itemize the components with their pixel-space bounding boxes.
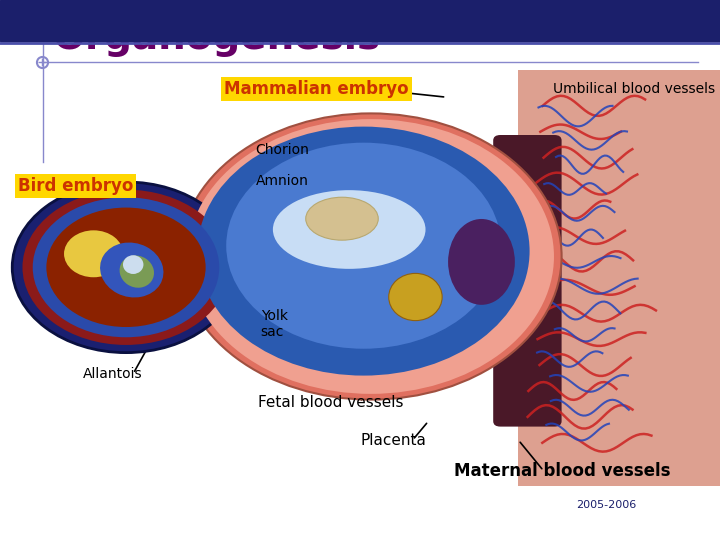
Text: Maternal blood vessels: Maternal blood vessels bbox=[454, 462, 670, 480]
Text: Yolk
sac: Yolk sac bbox=[261, 309, 288, 339]
Text: Placenta: Placenta bbox=[360, 433, 426, 448]
Ellipse shape bbox=[306, 197, 378, 240]
Circle shape bbox=[188, 119, 554, 394]
Ellipse shape bbox=[123, 255, 143, 274]
Ellipse shape bbox=[64, 231, 123, 277]
Circle shape bbox=[226, 143, 501, 349]
Text: Umbilical blood vessels: Umbilical blood vessels bbox=[552, 82, 715, 96]
Ellipse shape bbox=[100, 242, 163, 298]
Text: Allantois: Allantois bbox=[83, 367, 143, 381]
Text: Mammalian embryo: Mammalian embryo bbox=[225, 80, 409, 98]
Circle shape bbox=[12, 182, 240, 353]
FancyBboxPatch shape bbox=[493, 135, 562, 427]
Bar bbox=[518, 70, 720, 486]
Text: Bird embryo: Bird embryo bbox=[18, 177, 133, 195]
Text: Amnion: Amnion bbox=[256, 174, 308, 188]
Circle shape bbox=[180, 113, 562, 400]
Circle shape bbox=[46, 207, 206, 327]
Text: Chorion: Chorion bbox=[256, 143, 310, 157]
Text: Fetal blood vessels: Fetal blood vessels bbox=[258, 395, 403, 410]
Ellipse shape bbox=[448, 219, 515, 305]
Circle shape bbox=[22, 190, 230, 345]
Circle shape bbox=[197, 126, 530, 376]
Bar bbox=[0, 0, 720, 40]
Text: Organogenesis: Organogenesis bbox=[52, 19, 380, 57]
Ellipse shape bbox=[120, 255, 154, 288]
Circle shape bbox=[32, 197, 220, 338]
Ellipse shape bbox=[273, 190, 426, 269]
Text: 2005-2006: 2005-2006 bbox=[576, 500, 636, 510]
Ellipse shape bbox=[389, 273, 442, 321]
